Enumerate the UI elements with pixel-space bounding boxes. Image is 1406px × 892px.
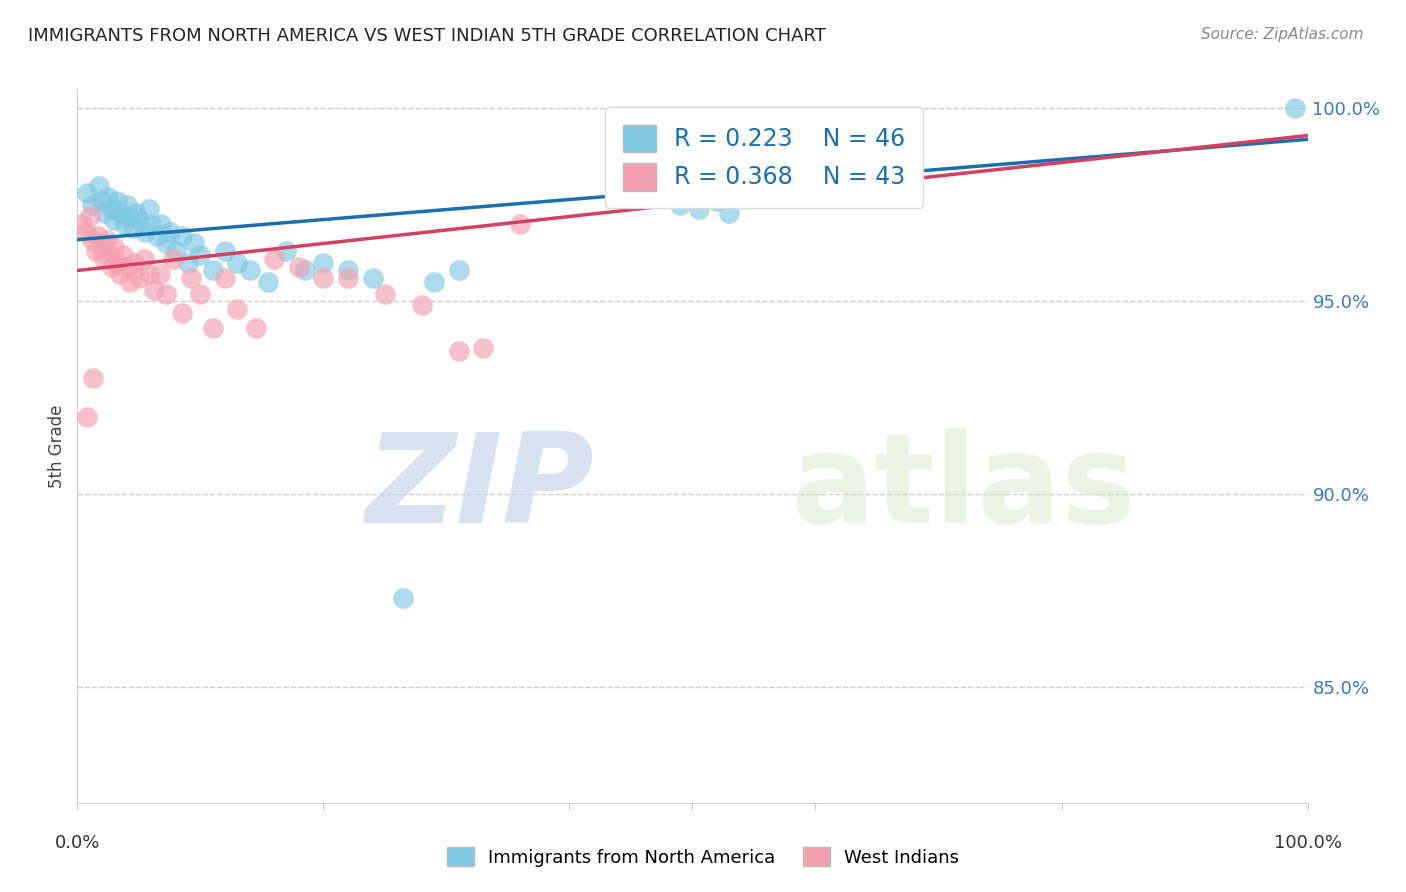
Point [138,268,160,282]
Point [170,228,193,243]
Point [361,271,384,285]
Point [155,286,177,301]
Point [288,260,311,274]
Point [103,240,125,254]
Point [472,341,495,355]
Text: atlas: atlas [792,428,1136,549]
Point [509,217,531,231]
Point [101,202,124,216]
Point [447,344,470,359]
Point [122,256,145,270]
Point [118,210,141,224]
Point [82,198,104,212]
Point [90,240,112,254]
Point [226,301,249,316]
Text: ZIP: ZIP [366,428,595,549]
Point [257,275,280,289]
Point [1284,102,1306,116]
Point [706,194,728,208]
Point [165,244,187,259]
Point [188,286,212,301]
Point [669,198,692,212]
Text: 0.0%: 0.0% [55,834,100,852]
Point [89,178,111,193]
Point [201,321,224,335]
Point [82,371,104,385]
Point [105,256,128,270]
Point [112,217,135,231]
Legend: Immigrants from North America, West Indians: Immigrants from North America, West Indi… [440,840,966,874]
Point [337,263,360,277]
Point [312,271,335,285]
Point [188,248,212,262]
Point [96,233,118,247]
Point [101,260,124,274]
Point [337,271,360,285]
Point [115,198,138,212]
Point [134,225,156,239]
Point [141,217,163,231]
Point [82,233,104,247]
Point [142,283,165,297]
Point [111,248,134,262]
Point [688,202,710,216]
Point [374,286,396,301]
Point [239,263,262,277]
Point [214,271,236,285]
Point [90,194,114,208]
Point [128,271,150,285]
Point [226,256,249,270]
Point [120,275,142,289]
Point [84,244,107,259]
Point [170,306,193,320]
Point [294,263,316,277]
Point [214,244,236,259]
Point [110,268,132,282]
Point [93,252,115,266]
Text: 100.0%: 100.0% [1274,834,1341,852]
Point [149,268,172,282]
Point [70,217,93,231]
Point [177,256,200,270]
Point [103,213,125,227]
Point [97,190,120,204]
Point [132,252,155,266]
Point [76,186,98,201]
Point [312,256,335,270]
Point [159,225,181,239]
Point [718,205,741,219]
Point [76,410,98,425]
Point [411,298,433,312]
Point [79,210,101,224]
Point [146,228,169,243]
Point [93,205,115,219]
Point [263,252,285,266]
Point [138,202,160,216]
Point [392,591,415,606]
Point [162,252,184,266]
Point [276,244,298,259]
Point [98,248,121,262]
Point [183,236,205,251]
Point [121,221,143,235]
Point [180,271,202,285]
Point [201,263,224,277]
Point [150,217,173,231]
Point [447,263,470,277]
Point [125,205,148,219]
Legend: R = 0.223    N = 46, R = 0.368    N = 43: R = 0.223 N = 46, R = 0.368 N = 43 [605,107,924,209]
Point [75,225,97,239]
Point [128,213,150,227]
Point [155,236,177,251]
Point [423,275,446,289]
Point [245,321,267,335]
Y-axis label: 5th Grade: 5th Grade [48,404,66,488]
Text: IMMIGRANTS FROM NORTH AMERICA VS WEST INDIAN 5TH GRADE CORRELATION CHART: IMMIGRANTS FROM NORTH AMERICA VS WEST IN… [28,27,825,45]
Point [110,205,132,219]
Point [105,194,128,208]
Point [115,260,138,274]
Text: Source: ZipAtlas.com: Source: ZipAtlas.com [1201,27,1364,42]
Point [87,228,110,243]
